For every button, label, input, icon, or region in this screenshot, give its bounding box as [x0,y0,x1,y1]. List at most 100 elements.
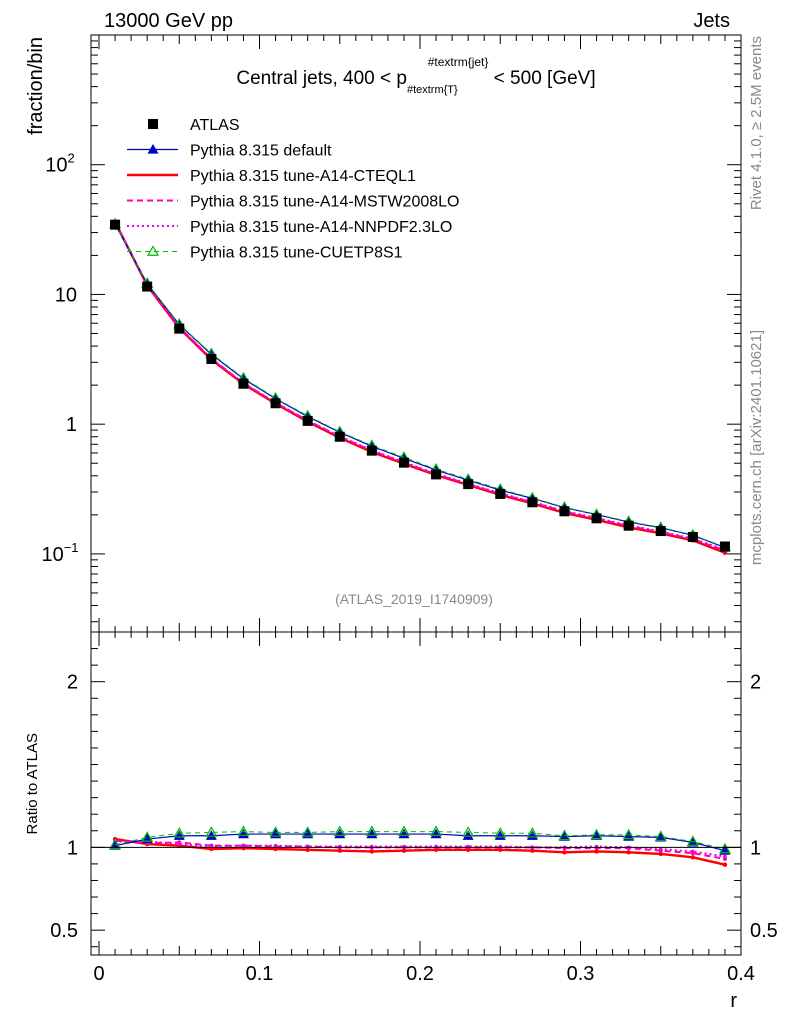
rivet-label: Rivet 4.1.0, ≥ 2.5M events [748,36,765,210]
data-point-atlas [655,526,666,537]
data-point-cuetp [558,829,571,841]
data-point-atlas [495,488,506,499]
data-point-cuetp [269,826,282,837]
x-tick-label: 0.2 [406,963,434,985]
data-point-default [591,830,603,840]
data-point-atlas [398,457,409,468]
data-point-nnpdf [723,854,727,859]
ratio-plot-frame [90,631,742,956]
y-axis-label-ratio: Ratio to ATLAS [24,733,41,834]
data-point-cteql1 [562,850,567,855]
y-tick-label-ratio-left: 0.5 [50,920,78,942]
title-pre: Central jets, 400 < p [236,68,407,89]
data-point-nnpdf [658,847,663,851]
legend-marker-atlas [148,119,158,129]
legend-label-default: Pythia 8.315 default [190,143,332,160]
header-left: 13000 GeV pp [104,10,233,32]
series-line-cuetp [114,223,726,548]
data-point-atlas [719,541,730,552]
legend-label-cteql1: Pythia 8.315 tune-A14-CTEQL1 [190,168,416,185]
y-tick-label-ratio-right: 2 [750,672,761,694]
data-point-default [655,831,667,842]
data-point-nnpdf [177,842,182,846]
series-line-nnpdf [114,222,726,551]
data-point-default [462,830,474,840]
x-tick-label: 0.3 [567,963,595,985]
data-point-atlas [366,445,377,456]
data-point-cuetp [686,835,699,846]
data-point-atlas [687,531,698,542]
y-tick-label-main: 10 [55,284,77,306]
title-post: < 500 [GeV] [488,68,595,89]
data-point-cuetp [622,828,635,840]
data-point-cuetp [333,825,346,836]
data-point-cteql1 [658,851,663,857]
data-point-cuetp [237,825,250,836]
main-title: Central jets, 400 < p#textrm{T} #textrm{j… [236,55,595,96]
data-point-atlas [559,506,570,517]
data-point-atlas [623,520,634,531]
data-point-cteql1 [530,848,535,853]
data-point-cuetp [526,827,539,838]
x-tick-label: 0.4 [727,963,755,985]
data-point-atlas [527,497,538,508]
watermark: (ATLAS_2019_I1740909) [335,591,493,607]
y-tick-exponent: −1 [64,540,79,555]
legend-marker-default [147,144,159,154]
data-point-cuetp [301,826,314,837]
data-point-cteql1 [626,850,631,855]
y-tick-exponent: 2 [68,151,75,166]
series-line-cteql1 [114,837,726,866]
x-axis-label: r [730,990,737,1012]
legend-label-cuetp: Pythia 8.315 tune-CUETP8S1 [190,245,403,262]
data-point-nnpdf [241,843,246,848]
header-right: Jets [693,10,730,32]
data-point-atlas [463,479,474,490]
data-point-cteql1 [690,855,696,860]
data-point-cuetp [365,825,378,836]
series-line-cuetp [114,831,726,850]
data-point-atlas [110,219,121,230]
series-line-default [114,833,726,852]
title-sub: #textrm{T} [407,84,458,96]
series-line-nnpdf [115,840,726,858]
legend-label-nnpdf: Pythia 8.315 tune-A14-NNPDF2.3LO [190,219,452,236]
y-tick-label-main: 10−1 [41,540,78,566]
data-point-cuetp [109,838,122,850]
data-point-cuetp [718,842,731,854]
legend-label-mstw: Pythia 8.315 tune-A14-MSTW2008LO [190,194,459,211]
series-line-cteql1 [114,221,726,554]
data-point-atlas [334,431,345,442]
y-tick-label-ratio-right: 0.5 [750,920,778,942]
data-point-cuetp [654,830,667,841]
data-point-nnpdf [273,843,278,848]
data-point-cteql1 [337,848,342,853]
data-point-cuetp [430,825,443,836]
data-point-cuetp [205,826,218,837]
data-point-atlas [431,469,442,480]
series-line-default [114,223,726,549]
data-point-atlas [302,415,313,426]
legend-label-atlas: ATLAS [190,117,240,134]
title-sup: #textrm{jet} [428,55,489,69]
data-point-cteql1 [594,849,599,854]
mcplots-label: mcplots.cern.ch [arXiv:2401.10621] [748,330,765,565]
data-point-cteql1 [401,848,407,853]
y-axis-label-main: fraction/bin [25,37,47,135]
data-point-cuetp [141,831,154,842]
y-tick-label-main: 102 [45,151,74,177]
y-tick-label-main: 1 [66,414,77,436]
data-point-cuetp [462,826,475,837]
x-tick-label: 0 [93,963,104,985]
data-point-atlas [238,378,249,389]
data-point-cuetp [173,827,186,838]
data-point-nnpdf [691,849,695,854]
data-point-cteql1 [369,849,375,854]
series-line-mstw [114,221,726,552]
legend-marker-cuetp [146,245,160,256]
y-tick-label-ratio-left: 1 [67,837,78,859]
data-point-cuetp [397,825,410,836]
data-point-atlas [142,281,153,292]
data-point-atlas [174,323,185,334]
